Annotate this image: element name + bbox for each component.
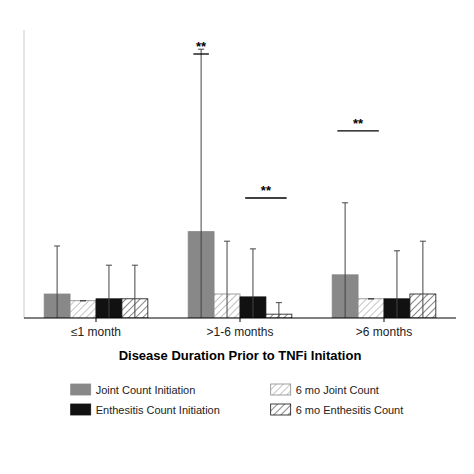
error-bar — [54, 246, 60, 318]
plot-area — [44, 49, 436, 318]
error-bar — [224, 241, 230, 318]
legend-label: Enthesitis Count Initiation — [96, 404, 220, 416]
x-tick-label: ≤1 month — [71, 325, 121, 339]
legend-swatch — [271, 384, 291, 395]
error-bar — [368, 298, 374, 299]
legend-label: 6 mo Enthesitis Count — [296, 404, 404, 416]
y-axis-line — [24, 30, 25, 318]
error-bar — [394, 251, 400, 318]
error-bar — [276, 303, 282, 318]
x-axis-label: Disease Duration Prior to TNFi Initation — [119, 348, 362, 363]
significance-label: ** — [261, 183, 272, 198]
significance-label: ** — [353, 116, 364, 131]
bar — [70, 301, 96, 318]
error-bar — [342, 203, 348, 318]
x-tick — [240, 318, 241, 322]
legend-swatch — [71, 384, 91, 395]
error-bar — [80, 300, 86, 301]
error-bar — [132, 265, 138, 318]
legend: Joint Count Initiation 6 mo Joint Count En… — [71, 384, 404, 416]
significance-label: ** — [196, 39, 207, 54]
x-tick — [96, 318, 97, 322]
x-tick — [384, 318, 385, 322]
error-bar — [250, 249, 256, 318]
error-bar — [420, 241, 426, 318]
legend-label: 6 mo Joint Count — [296, 384, 379, 396]
bar — [358, 299, 384, 318]
error-bar — [198, 49, 204, 318]
legend-swatch — [271, 404, 291, 415]
x-tick-label: >6 months — [356, 325, 412, 339]
x-tick-label: >1-6 months — [206, 325, 273, 339]
error-bar — [106, 265, 112, 318]
chart: ** ** ** ≤1 month >1-6 months >6 months Diseas… — [0, 0, 474, 474]
legend-label: Joint Count Initiation — [96, 384, 196, 396]
legend-swatch — [71, 404, 91, 415]
